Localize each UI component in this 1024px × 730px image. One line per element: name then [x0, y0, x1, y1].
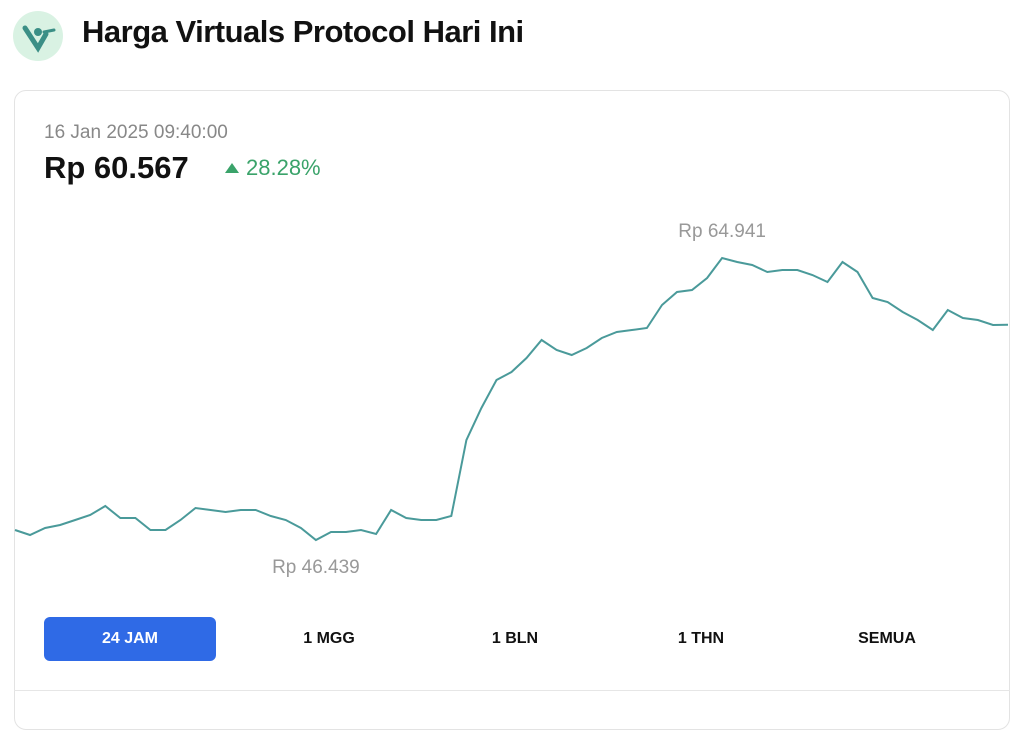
high-label: Rp 64.941 — [678, 221, 766, 242]
up-arrow — [225, 163, 239, 173]
price: Rp 60.567 — [44, 150, 189, 185]
page-title: Harga Virtuals Protocol Hari Ini — [82, 14, 524, 49]
chart: Rp 64.941 Rp 46.439 — [14, 221, 1009, 578]
page: Harga Virtuals Protocol Hari Ini 16 Jan … — [13, 11, 1010, 730]
low-label: Rp 46.439 — [272, 557, 360, 578]
range-tab[interactable]: 1 BLN — [491, 630, 539, 647]
logo — [13, 11, 63, 61]
range-tabs: 24 JAM 1 MGG 1 BLN 1 THN SEMUA — [44, 617, 980, 661]
range-tab[interactable]: 1 MGG — [303, 630, 355, 647]
price-change: 28.28% — [246, 155, 321, 180]
timestamp: 16 Jan 2025 09:40:00 — [44, 122, 228, 143]
separator — [14, 690, 1010, 691]
range-tab[interactable]: 24 JAM — [44, 617, 216, 661]
range-tab[interactable]: 1 THN — [677, 630, 725, 647]
price-line — [14, 256, 1009, 542]
range-tab[interactable]: SEMUA — [858, 630, 916, 647]
